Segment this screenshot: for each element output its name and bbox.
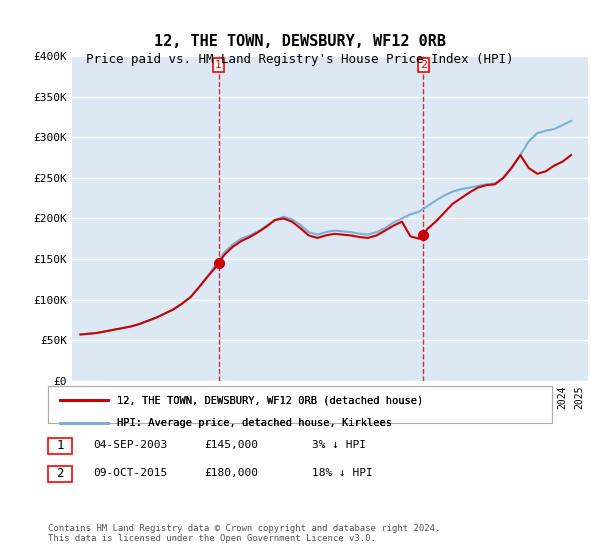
Text: 12, THE TOWN, DEWSBURY, WF12 0RB (detached house): 12, THE TOWN, DEWSBURY, WF12 0RB (detach… [117,395,423,405]
Text: HPI: Average price, detached house, Kirklees: HPI: Average price, detached house, Kirk… [117,418,392,428]
Text: Price paid vs. HM Land Registry's House Price Index (HPI): Price paid vs. HM Land Registry's House … [86,53,514,66]
Text: £180,000: £180,000 [204,468,258,478]
Text: 12, THE TOWN, DEWSBURY, WF12 0RB (detached house): 12, THE TOWN, DEWSBURY, WF12 0RB (detach… [117,395,423,405]
Text: Contains HM Land Registry data © Crown copyright and database right 2024.
This d: Contains HM Land Registry data © Crown c… [48,524,440,543]
Text: 12, THE TOWN, DEWSBURY, WF12 0RB: 12, THE TOWN, DEWSBURY, WF12 0RB [154,34,446,49]
Text: £145,000: £145,000 [204,440,258,450]
Text: 3% ↓ HPI: 3% ↓ HPI [312,440,366,450]
Text: HPI: Average price, detached house, Kirklees: HPI: Average price, detached house, Kirk… [117,418,392,428]
Text: 04-SEP-2003: 04-SEP-2003 [93,440,167,450]
Text: 2: 2 [56,466,64,480]
Text: 18% ↓ HPI: 18% ↓ HPI [312,468,373,478]
Text: 2: 2 [420,60,427,70]
Text: 09-OCT-2015: 09-OCT-2015 [93,468,167,478]
Text: 1: 1 [56,438,64,452]
Text: 1: 1 [215,60,222,70]
